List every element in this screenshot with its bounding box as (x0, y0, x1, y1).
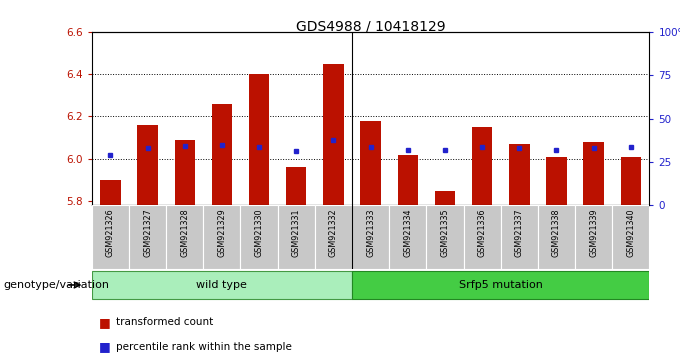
Bar (509, 144, 530, 205)
Bar (129, 205, 166, 269)
Bar (203, 205, 241, 269)
Bar (472, 127, 492, 205)
Bar (360, 121, 381, 205)
Text: GDS4988 / 10418129: GDS4988 / 10418129 (296, 19, 445, 34)
Text: GSM921330: GSM921330 (254, 209, 264, 257)
Bar (426, 205, 464, 269)
Text: percentile rank within the sample: percentile rank within the sample (116, 342, 292, 352)
Bar (464, 205, 500, 269)
Bar (92, 271, 352, 299)
Bar (398, 155, 418, 205)
Bar (538, 205, 575, 269)
Bar (389, 205, 426, 269)
Text: GSM921332: GSM921332 (329, 209, 338, 257)
Bar (286, 167, 307, 205)
Bar (166, 205, 203, 269)
Text: Srfp5 mutation: Srfp5 mutation (459, 280, 543, 290)
Bar (100, 180, 120, 205)
Bar (315, 205, 352, 269)
Text: GSM921327: GSM921327 (143, 209, 152, 257)
Text: GSM921339: GSM921339 (589, 209, 598, 257)
Text: GSM921331: GSM921331 (292, 209, 301, 257)
Text: transformed count: transformed count (116, 317, 213, 327)
Text: GSM921338: GSM921338 (552, 209, 561, 257)
Bar (435, 190, 455, 205)
Bar (323, 64, 343, 205)
Bar (175, 140, 195, 205)
Text: ■: ■ (99, 341, 110, 353)
Text: GSM921335: GSM921335 (441, 209, 449, 257)
Bar (352, 271, 649, 299)
Bar (500, 205, 538, 269)
Bar (621, 157, 641, 205)
Text: GSM921326: GSM921326 (106, 209, 115, 257)
Bar (137, 125, 158, 205)
Text: wild type: wild type (197, 280, 248, 290)
Text: GSM921329: GSM921329 (218, 209, 226, 257)
Text: GSM921333: GSM921333 (366, 209, 375, 257)
Text: GSM921328: GSM921328 (180, 209, 189, 257)
Bar (249, 74, 269, 205)
Text: GSM921340: GSM921340 (626, 209, 635, 257)
Bar (211, 104, 232, 205)
Bar (352, 205, 389, 269)
Bar (583, 142, 604, 205)
Bar (575, 205, 612, 269)
Text: GSM921337: GSM921337 (515, 209, 524, 257)
Text: genotype/variation: genotype/variation (3, 280, 109, 290)
Text: GSM921336: GSM921336 (477, 209, 487, 257)
Text: GSM921334: GSM921334 (403, 209, 412, 257)
Bar (92, 205, 129, 269)
Bar (612, 205, 649, 269)
Text: ■: ■ (99, 316, 110, 329)
Bar (277, 205, 315, 269)
Bar (546, 157, 566, 205)
Bar (241, 205, 277, 269)
